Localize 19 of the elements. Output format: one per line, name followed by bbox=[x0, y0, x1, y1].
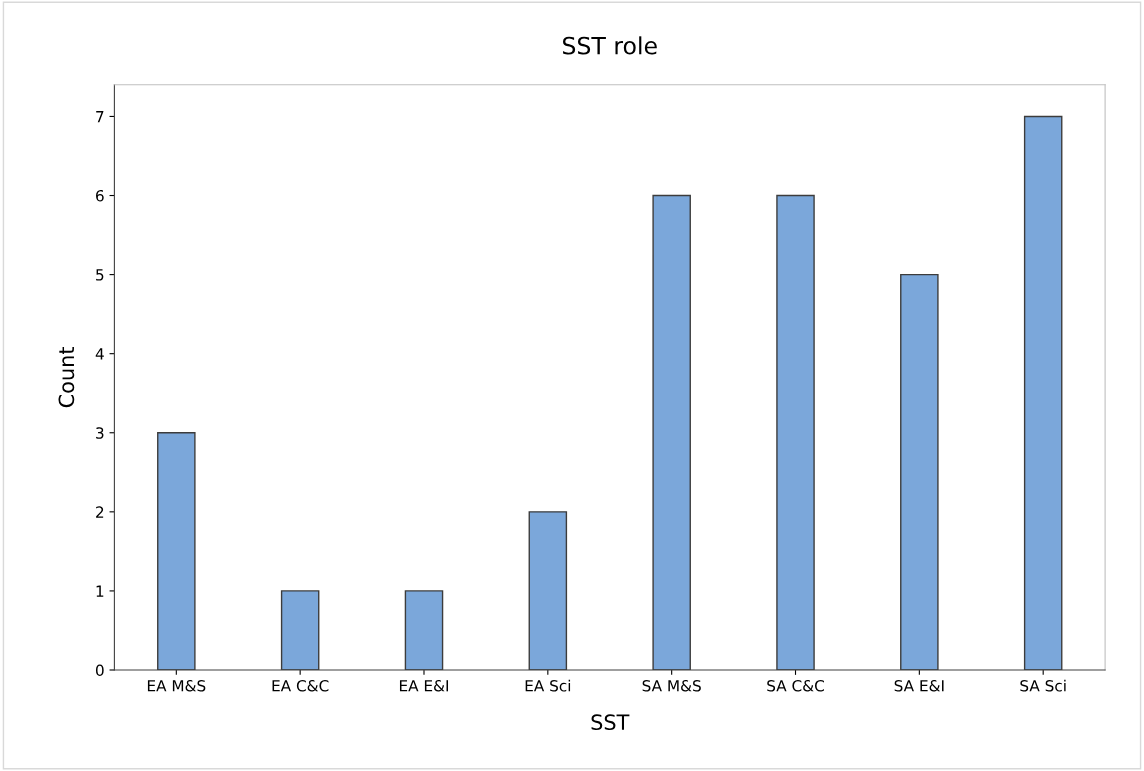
y-tick-label: 5 bbox=[96, 269, 104, 281]
y-tick-label: 6 bbox=[96, 189, 104, 202]
chart-title: SST role bbox=[563, 36, 657, 55]
y-tick-label: 1 bbox=[96, 585, 104, 597]
x-tick-label: EA E&I bbox=[399, 679, 449, 692]
x-axis-title: SST bbox=[591, 714, 630, 731]
x-tick-label: SA M&S bbox=[642, 679, 701, 692]
y-tick-label: 7 bbox=[96, 111, 104, 123]
y-tick-label: 3 bbox=[96, 427, 104, 439]
y-tick-label: 0 bbox=[95, 664, 104, 677]
x-tick-label: SA C&C bbox=[767, 679, 824, 692]
x-tick-label: SA E&I bbox=[894, 679, 944, 692]
y-axis-title: Count bbox=[58, 346, 75, 408]
x-tick-label: EA Sci bbox=[525, 679, 571, 692]
x-tick-label: SA Sci bbox=[1020, 679, 1066, 692]
y-tick-label: 4 bbox=[95, 348, 104, 360]
y-tick-label: 2 bbox=[96, 506, 104, 518]
x-tick-label: EA C&C bbox=[272, 679, 329, 692]
x-tick-label: EA M&S bbox=[147, 679, 206, 692]
